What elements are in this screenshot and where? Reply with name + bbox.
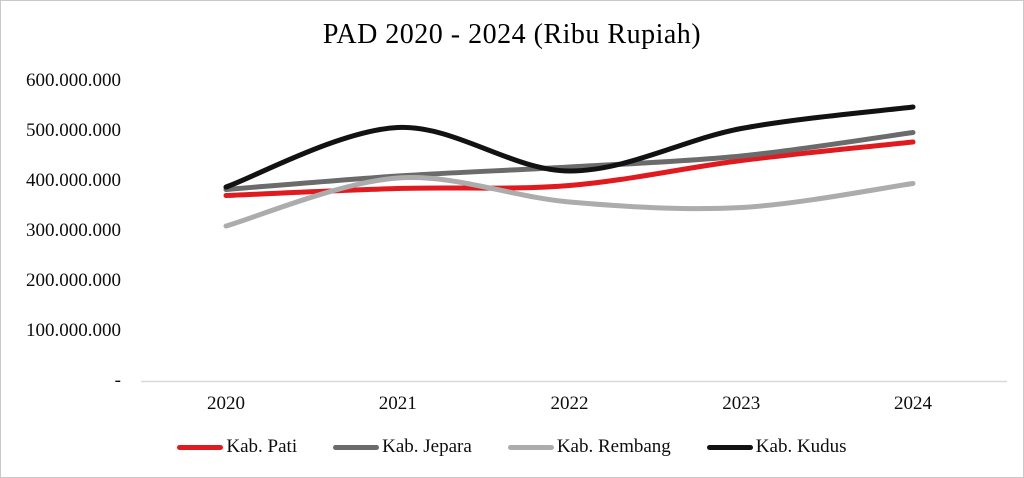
legend: Kab. Pati Kab. Jepara Kab. Rembang Kab. Kud… [1,436,1023,458]
series-line-kab-kudus [223,104,916,190]
legend-item-kab-jepara: Kab. Jepara [333,436,472,458]
y-tick-label: 400.000.000 [26,170,121,191]
legend-item-kab-rembang: Kab. Rembang [507,436,671,458]
y-tick-label: 500.000.000 [26,120,121,141]
x-tick-label: 2022 [550,393,589,414]
y-tick-label: - [114,370,121,391]
x-tick-label: 2024 [894,393,932,414]
y-tick-label: 200.000.000 [26,270,121,291]
legend-marker-icon [507,444,554,450]
legend-item-kab-pati: Kab. Pati [177,436,297,458]
series-line-kab-rembang [223,175,916,229]
legend-marker-icon [706,444,753,450]
x-tick-label: 2021 [378,393,417,414]
legend-label: Kab. Pati [226,436,298,457]
y-tick-label: 600.000.000 [26,70,121,91]
legend-marker-icon [177,444,224,450]
y-tick-label: 100.000.000 [26,320,121,341]
series-line-kab-jepara [223,130,916,192]
legend-label: Kab. Rembang [556,436,671,457]
legend-item-kab-kudus: Kab. Kudus [706,436,847,458]
legend-label: Kab. Kudus [755,436,847,457]
chart-title: PAD 2020 - 2024 (Ribu Rupiah) [322,19,702,50]
legend-marker-icon [333,444,380,450]
legend-label: Kab. Jepara [382,436,472,457]
x-tick-label: 2023 [722,393,761,414]
y-tick-label: 300.000.000 [26,220,121,241]
x-tick-label: 2020 [207,393,245,414]
